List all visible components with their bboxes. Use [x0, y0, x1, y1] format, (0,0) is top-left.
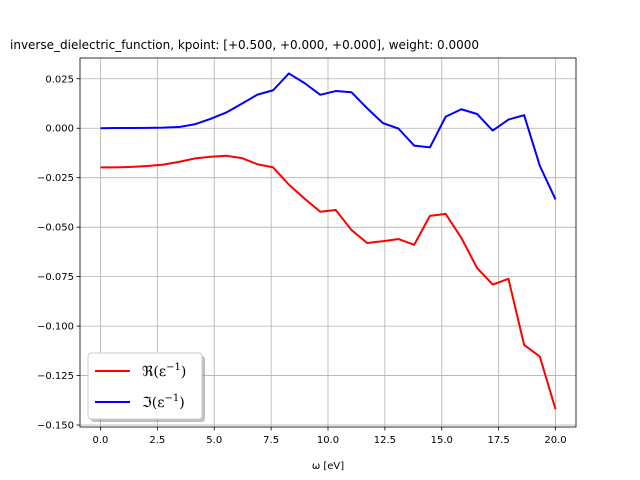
x-tick-label: 10.0	[317, 435, 339, 446]
x-tick-label: 15.0	[431, 435, 453, 446]
ticks: 0.0 2.5 5.0 7.5 10.0 12.5 15.0 17.5 20.0 −0.150 −0…	[37, 74, 567, 446]
y-tick-label: −0.075	[37, 272, 74, 283]
x-tick-label: 2.5	[149, 435, 165, 446]
x-tick-label: 17.5	[488, 435, 510, 446]
plot-lines	[100, 72, 557, 410]
x-axis-label: ω [eV]	[312, 461, 344, 472]
legend: ℜ(ε−1) ℑ(ε−1)	[87, 352, 205, 422]
chart-title: inverse_dielectric_function, kpoint: [+0…	[10, 38, 479, 52]
y-tick-label: −0.100	[37, 322, 74, 333]
y-tick-label: 0.000	[45, 124, 74, 135]
series-line-imag	[100, 72, 557, 200]
x-tick-label: 7.5	[263, 435, 279, 446]
y-tick-label: 0.025	[45, 74, 74, 85]
legend-label-real: ℜ(ε−1)	[142, 362, 186, 380]
y-tick-label: −0.125	[37, 371, 74, 382]
legend-label-imag: ℑ(ε−1)	[142, 393, 185, 411]
x-tick-label: 0.0	[93, 435, 109, 446]
y-tick-label: −0.150	[37, 421, 74, 432]
grid	[80, 58, 576, 427]
series-line-real	[100, 154, 557, 410]
x-tick-label: 12.5	[374, 435, 396, 446]
y-tick-label: −0.050	[37, 223, 74, 234]
x-tick-label: 20.0	[544, 435, 566, 446]
y-tick-label: −0.025	[37, 173, 74, 184]
x-tick-label: 5.0	[206, 435, 222, 446]
